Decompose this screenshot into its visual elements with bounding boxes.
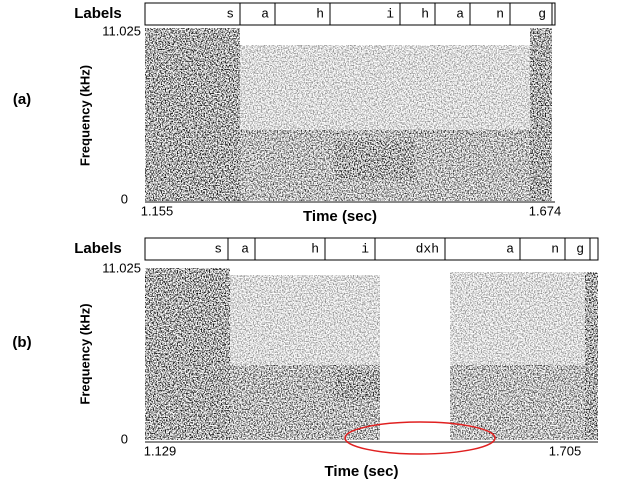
segment-label: g bbox=[576, 241, 584, 256]
spectrogram-region bbox=[335, 370, 380, 400]
segment-label: a bbox=[261, 6, 269, 21]
spectrogram-region bbox=[230, 275, 380, 365]
panel-tag: (a) bbox=[13, 91, 31, 108]
y-tick-label: 0 bbox=[121, 191, 128, 206]
x-axis-title: Time (sec) bbox=[303, 208, 377, 225]
spectrogram bbox=[145, 268, 598, 440]
label-bar bbox=[144, 237, 599, 261]
segment-label: n bbox=[496, 6, 504, 21]
spectrogram-region bbox=[145, 28, 240, 203]
x-tick-label: 1.155 bbox=[141, 203, 174, 218]
highlight-ellipse bbox=[344, 421, 496, 455]
x-tick-label: 1.705 bbox=[549, 443, 582, 458]
y-tick-label: 11.025 bbox=[102, 260, 141, 275]
panel-tag: (b) bbox=[12, 334, 31, 351]
segment-label: h bbox=[316, 6, 324, 21]
segment-label: i bbox=[386, 6, 394, 21]
x-axis-title: Time (sec) bbox=[325, 463, 399, 480]
spectrogram-region bbox=[585, 272, 598, 440]
segment-label: g bbox=[538, 6, 546, 21]
segment-label: s bbox=[214, 241, 222, 256]
spectrogram bbox=[145, 28, 552, 203]
segment-label: a bbox=[456, 6, 464, 21]
spectrogram-region bbox=[145, 268, 230, 440]
y-axis-title: Frequency (kHz) bbox=[77, 303, 92, 404]
spectrogram-region bbox=[450, 365, 598, 440]
spectrogram-region bbox=[530, 28, 552, 203]
segment-label: s bbox=[226, 6, 234, 21]
segment-label: h bbox=[421, 6, 429, 21]
segment-label: h bbox=[311, 241, 319, 256]
labels-heading: Labels bbox=[74, 240, 122, 257]
spectrogram-region bbox=[145, 180, 240, 203]
spectrogram-region bbox=[450, 272, 598, 367]
labels-heading: Labels bbox=[74, 5, 122, 22]
y-tick-label: 0 bbox=[121, 431, 128, 446]
segment-label: i bbox=[361, 241, 369, 256]
segment-label: a bbox=[506, 241, 514, 256]
spectrogram-region bbox=[335, 140, 415, 180]
segment-label: a bbox=[241, 241, 249, 256]
label-bar bbox=[144, 2, 556, 26]
segment-label: dxh bbox=[416, 241, 439, 256]
y-axis-title: Frequency (kHz) bbox=[77, 65, 92, 166]
spectrogram-region bbox=[240, 45, 530, 135]
x-tick-label: 1.129 bbox=[144, 443, 177, 458]
x-tick-label: 1.674 bbox=[529, 203, 562, 218]
y-tick-label: 11.025 bbox=[102, 23, 141, 38]
segment-label: n bbox=[551, 241, 559, 256]
